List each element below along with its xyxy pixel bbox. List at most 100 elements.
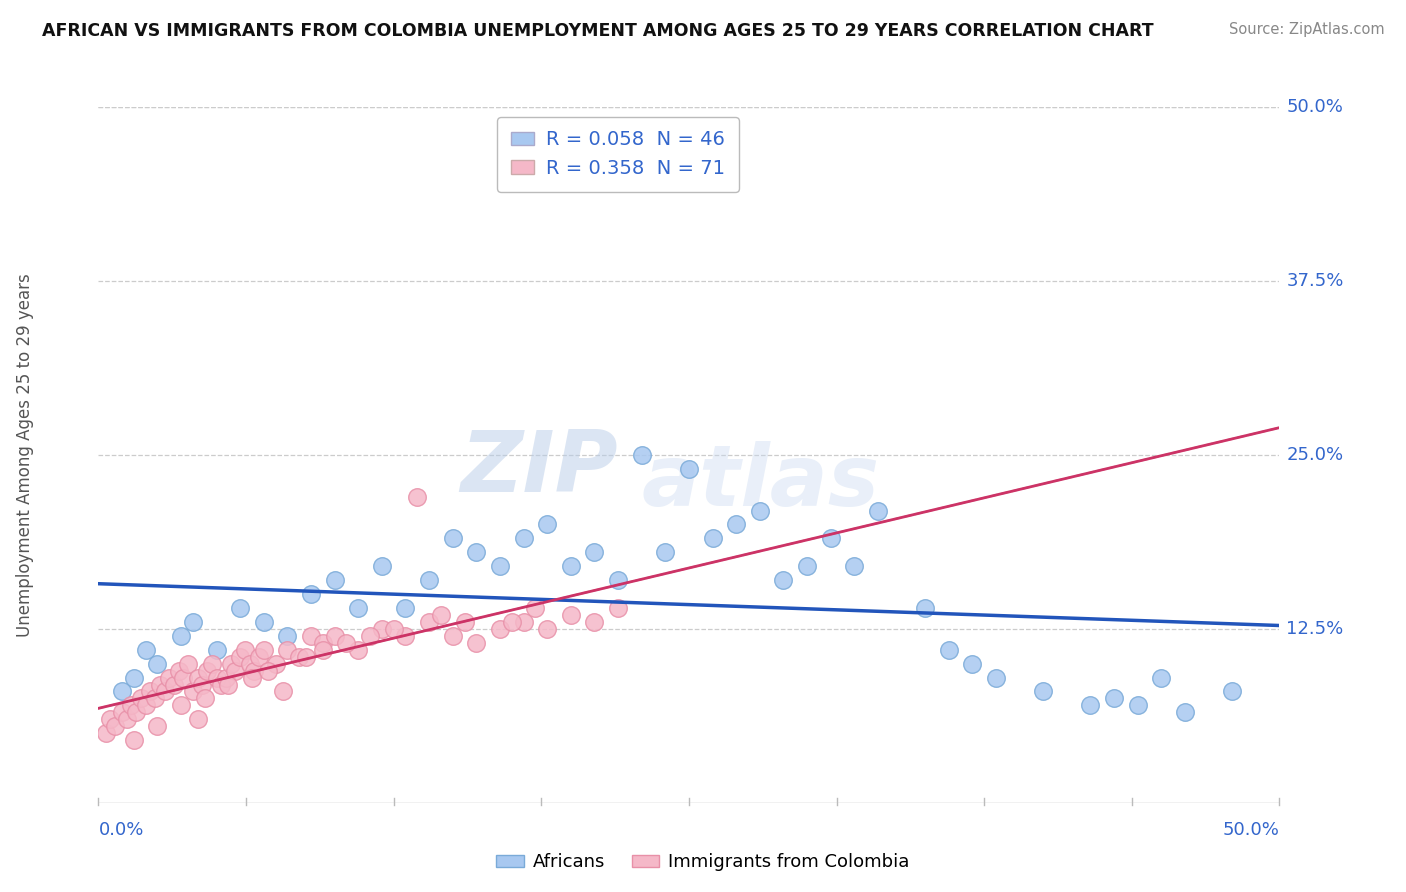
Point	[153, 684, 176, 698]
Point	[143, 691, 166, 706]
Point	[111, 706, 134, 720]
Point	[418, 573, 440, 587]
Point	[135, 698, 157, 713]
Legend: Africans, Immigrants from Colombia: Africans, Immigrants from Colombia	[489, 847, 917, 879]
Point	[217, 677, 239, 691]
Point	[195, 664, 218, 678]
Point	[1102, 691, 1125, 706]
Point	[371, 622, 394, 636]
Point	[122, 733, 145, 747]
Point	[984, 671, 1007, 685]
Text: AFRICAN VS IMMIGRANTS FROM COLOMBIA UNEMPLOYMENT AMONG AGES 25 TO 29 YEARS CORRE: AFRICAN VS IMMIGRANTS FROM COLOMBIA UNEM…	[42, 22, 1154, 40]
Point	[215, 671, 238, 685]
Point	[98, 712, 121, 726]
Point	[335, 636, 357, 650]
Point	[465, 636, 488, 650]
Point	[146, 719, 169, 733]
Point	[181, 615, 204, 629]
Point	[224, 664, 246, 678]
Point	[772, 573, 794, 587]
Point	[844, 559, 866, 574]
Point	[583, 545, 606, 559]
Point	[288, 649, 311, 664]
Point	[323, 629, 346, 643]
Point	[607, 573, 630, 587]
Point	[430, 607, 453, 622]
Point	[1080, 698, 1102, 713]
Point	[229, 601, 252, 615]
Point	[866, 503, 889, 517]
Point	[295, 649, 318, 664]
Point	[441, 532, 464, 546]
Point	[149, 677, 172, 691]
Text: 50.0%: 50.0%	[1223, 821, 1279, 838]
Point	[187, 712, 209, 726]
Point	[323, 573, 346, 587]
Point	[914, 601, 936, 615]
Point	[170, 698, 193, 713]
Legend: R = 0.058  N = 46, R = 0.358  N = 71: R = 0.058 N = 46, R = 0.358 N = 71	[498, 117, 738, 192]
Point	[524, 601, 547, 615]
Point	[157, 671, 180, 685]
Point	[536, 622, 558, 636]
Point	[135, 642, 157, 657]
Point	[239, 657, 262, 671]
Point	[94, 726, 117, 740]
Point	[394, 601, 416, 615]
Point	[264, 657, 287, 671]
Point	[938, 642, 960, 657]
Text: Unemployment Among Ages 25 to 29 years: Unemployment Among Ages 25 to 29 years	[17, 273, 34, 637]
Point	[257, 664, 280, 678]
Point	[233, 642, 256, 657]
Point	[347, 601, 370, 615]
Point	[1174, 706, 1197, 720]
Text: 50.0%: 50.0%	[1286, 98, 1343, 116]
Point	[115, 712, 138, 726]
Point	[1032, 684, 1054, 698]
Point	[240, 671, 263, 685]
Point	[312, 636, 335, 650]
Point	[121, 698, 143, 713]
Point	[177, 657, 200, 671]
Point	[678, 462, 700, 476]
Point	[104, 719, 127, 733]
Point	[630, 448, 652, 462]
Point	[453, 615, 475, 629]
Point	[347, 642, 370, 657]
Point	[299, 629, 322, 643]
Text: 25.0%: 25.0%	[1286, 446, 1344, 464]
Point	[209, 677, 232, 691]
Point	[371, 559, 394, 574]
Point	[299, 587, 322, 601]
Point	[129, 691, 152, 706]
Point	[276, 629, 298, 643]
Point	[122, 671, 145, 685]
Point	[1150, 671, 1173, 685]
Point	[170, 629, 193, 643]
Point	[501, 615, 523, 629]
Text: 0.0%: 0.0%	[98, 821, 143, 838]
Point	[465, 545, 488, 559]
Point	[139, 684, 162, 698]
Point	[125, 706, 148, 720]
Point	[583, 615, 606, 629]
Point	[312, 642, 335, 657]
Point	[489, 559, 512, 574]
Point	[243, 664, 266, 678]
Point	[796, 559, 818, 574]
Point	[219, 657, 242, 671]
Point	[191, 677, 214, 691]
Point	[247, 649, 270, 664]
Point	[187, 671, 209, 685]
Point	[205, 642, 228, 657]
Text: 12.5%: 12.5%	[1286, 620, 1344, 638]
Point	[820, 532, 842, 546]
Point	[560, 559, 582, 574]
Point	[1126, 698, 1149, 713]
Point	[725, 517, 748, 532]
Point	[536, 517, 558, 532]
Point	[441, 629, 464, 643]
Point	[654, 545, 676, 559]
Text: ZIP: ZIP	[460, 427, 619, 510]
Text: atlas: atlas	[641, 442, 880, 524]
